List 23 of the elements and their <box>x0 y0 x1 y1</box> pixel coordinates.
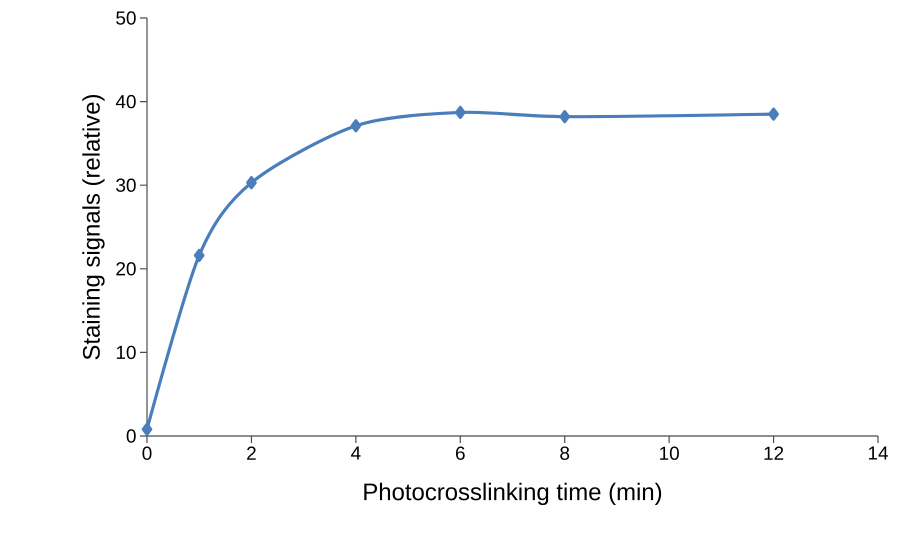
x-tick-label: 10 <box>660 446 679 460</box>
y-tick-label: 10 <box>116 346 136 360</box>
point <box>768 108 779 121</box>
x-tick-label: 8 <box>560 446 570 460</box>
point <box>454 106 466 120</box>
y-tick-label: 20 <box>116 262 136 276</box>
point <box>194 248 205 262</box>
y-tick-label: 30 <box>116 178 136 192</box>
x-tick-label: 6 <box>456 446 465 460</box>
y-axis-title: Staining signals (relative) <box>82 94 105 360</box>
x-tick-label: 12 <box>764 446 784 460</box>
x-tick-label: 0 <box>142 446 152 460</box>
y-tick-label: 0 <box>126 429 136 443</box>
x-tick-label: 2 <box>247 446 256 460</box>
point <box>142 422 152 436</box>
x-axis-title: Photocrosslinking time (min) <box>364 482 662 506</box>
point <box>350 119 362 132</box>
y-tick-label: 40 <box>116 94 136 108</box>
point <box>246 176 257 190</box>
x-tick-label: 4 <box>351 446 361 460</box>
point <box>559 110 570 124</box>
y-tick-label: 50 <box>116 11 136 25</box>
x-tick-label: 14 <box>868 446 888 460</box>
